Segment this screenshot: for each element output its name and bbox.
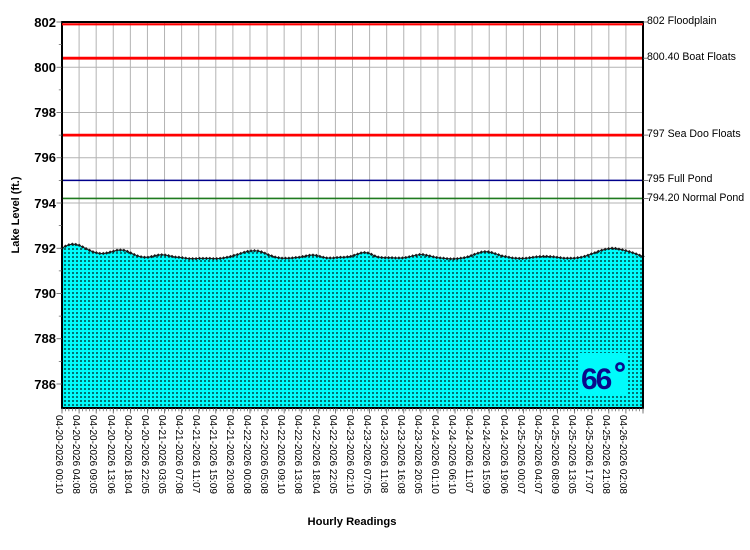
svg-text:66: 66 bbox=[581, 363, 612, 396]
